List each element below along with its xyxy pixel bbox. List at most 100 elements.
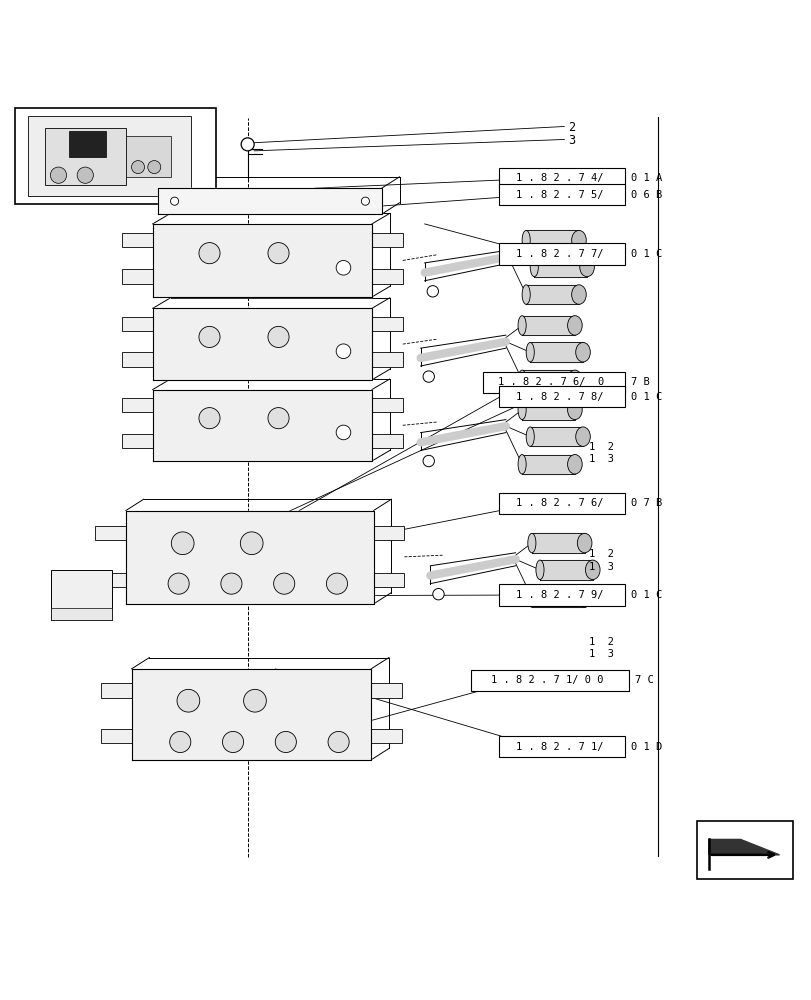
Bar <box>101 729 131 743</box>
Text: 0 1 A: 0 1 A <box>630 173 661 183</box>
Ellipse shape <box>530 257 538 277</box>
Polygon shape <box>531 588 584 607</box>
Ellipse shape <box>521 285 530 304</box>
Circle shape <box>199 408 220 429</box>
Bar <box>371 683 401 698</box>
Circle shape <box>268 326 289 348</box>
Circle shape <box>241 138 254 151</box>
Bar <box>371 352 402 367</box>
Bar <box>499 493 624 514</box>
Circle shape <box>177 689 200 712</box>
Polygon shape <box>530 427 582 446</box>
Circle shape <box>148 161 161 174</box>
Bar <box>371 233 402 247</box>
Polygon shape <box>152 308 371 380</box>
Bar <box>371 729 401 743</box>
Circle shape <box>221 573 242 594</box>
Bar <box>499 736 624 757</box>
Bar <box>95 573 126 587</box>
Text: 1  3: 1 3 <box>588 562 613 572</box>
Ellipse shape <box>535 560 543 580</box>
Ellipse shape <box>571 285 586 304</box>
Ellipse shape <box>517 316 526 335</box>
Text: 1 . 8 2 . 7 1/: 1 . 8 2 . 7 1/ <box>516 742 603 752</box>
Ellipse shape <box>571 230 586 250</box>
Text: 7 C: 7 C <box>634 675 653 685</box>
Ellipse shape <box>521 230 530 250</box>
Bar <box>122 317 152 331</box>
Text: 1 . 8 2 . 7 5/: 1 . 8 2 . 7 5/ <box>516 190 603 200</box>
Circle shape <box>273 573 294 594</box>
Ellipse shape <box>567 316 581 335</box>
Ellipse shape <box>517 455 526 474</box>
Circle shape <box>423 455 434 467</box>
Ellipse shape <box>575 427 590 446</box>
Bar <box>696 821 792 879</box>
Bar <box>371 317 402 331</box>
Circle shape <box>169 731 191 753</box>
Bar <box>51 570 112 620</box>
Circle shape <box>336 260 350 275</box>
Bar <box>499 386 624 407</box>
Circle shape <box>361 197 369 205</box>
Polygon shape <box>531 533 584 553</box>
Circle shape <box>328 731 349 753</box>
Circle shape <box>50 167 67 183</box>
Ellipse shape <box>577 533 591 553</box>
Polygon shape <box>539 560 592 580</box>
Bar <box>69 131 105 157</box>
Polygon shape <box>152 224 371 297</box>
Circle shape <box>432 589 444 600</box>
Bar <box>371 269 402 284</box>
Ellipse shape <box>585 560 599 580</box>
Text: 0 7 B: 0 7 B <box>630 498 661 508</box>
Circle shape <box>77 167 93 183</box>
Ellipse shape <box>575 342 590 362</box>
Bar <box>15 108 216 204</box>
Text: 1  3: 1 3 <box>588 649 613 659</box>
Circle shape <box>243 689 266 712</box>
Circle shape <box>171 532 194 555</box>
Polygon shape <box>521 455 574 474</box>
Polygon shape <box>521 316 574 335</box>
Bar <box>371 398 402 412</box>
Polygon shape <box>152 390 371 461</box>
Polygon shape <box>530 342 582 362</box>
Text: 1 . 8 2 . 7 1/ 0 0: 1 . 8 2 . 7 1/ 0 0 <box>490 675 603 685</box>
Bar <box>122 434 152 448</box>
Polygon shape <box>708 839 779 855</box>
Circle shape <box>275 731 296 753</box>
Circle shape <box>199 243 220 264</box>
Circle shape <box>168 573 189 594</box>
Text: 0 1 D: 0 1 D <box>630 742 661 752</box>
Bar <box>28 116 191 196</box>
Polygon shape <box>158 188 381 214</box>
Text: 1  3: 1 3 <box>588 454 613 464</box>
Ellipse shape <box>517 400 526 420</box>
Bar <box>122 398 152 412</box>
Bar <box>101 683 131 698</box>
Text: 2: 2 <box>568 121 575 134</box>
Bar <box>499 184 624 205</box>
Bar <box>122 352 152 367</box>
Bar <box>51 608 112 620</box>
Bar <box>95 526 126 540</box>
Bar <box>45 128 126 185</box>
Bar <box>483 372 624 393</box>
Polygon shape <box>126 511 373 604</box>
Circle shape <box>170 197 178 205</box>
Ellipse shape <box>527 533 535 553</box>
Text: 0 1 C: 0 1 C <box>630 249 661 259</box>
Circle shape <box>240 532 263 555</box>
Bar <box>373 573 404 587</box>
Circle shape <box>268 243 289 264</box>
Text: 1 . 8 2 . 7 4/: 1 . 8 2 . 7 4/ <box>516 173 603 183</box>
Text: 1 . 8 2 . 7 6/: 1 . 8 2 . 7 6/ <box>516 498 603 508</box>
Bar <box>371 434 402 448</box>
Polygon shape <box>534 257 586 277</box>
Text: 1 . 8 2 . 7 8/: 1 . 8 2 . 7 8/ <box>516 392 603 402</box>
Bar <box>122 269 152 284</box>
Polygon shape <box>521 400 574 420</box>
Circle shape <box>423 371 434 382</box>
Ellipse shape <box>526 342 534 362</box>
